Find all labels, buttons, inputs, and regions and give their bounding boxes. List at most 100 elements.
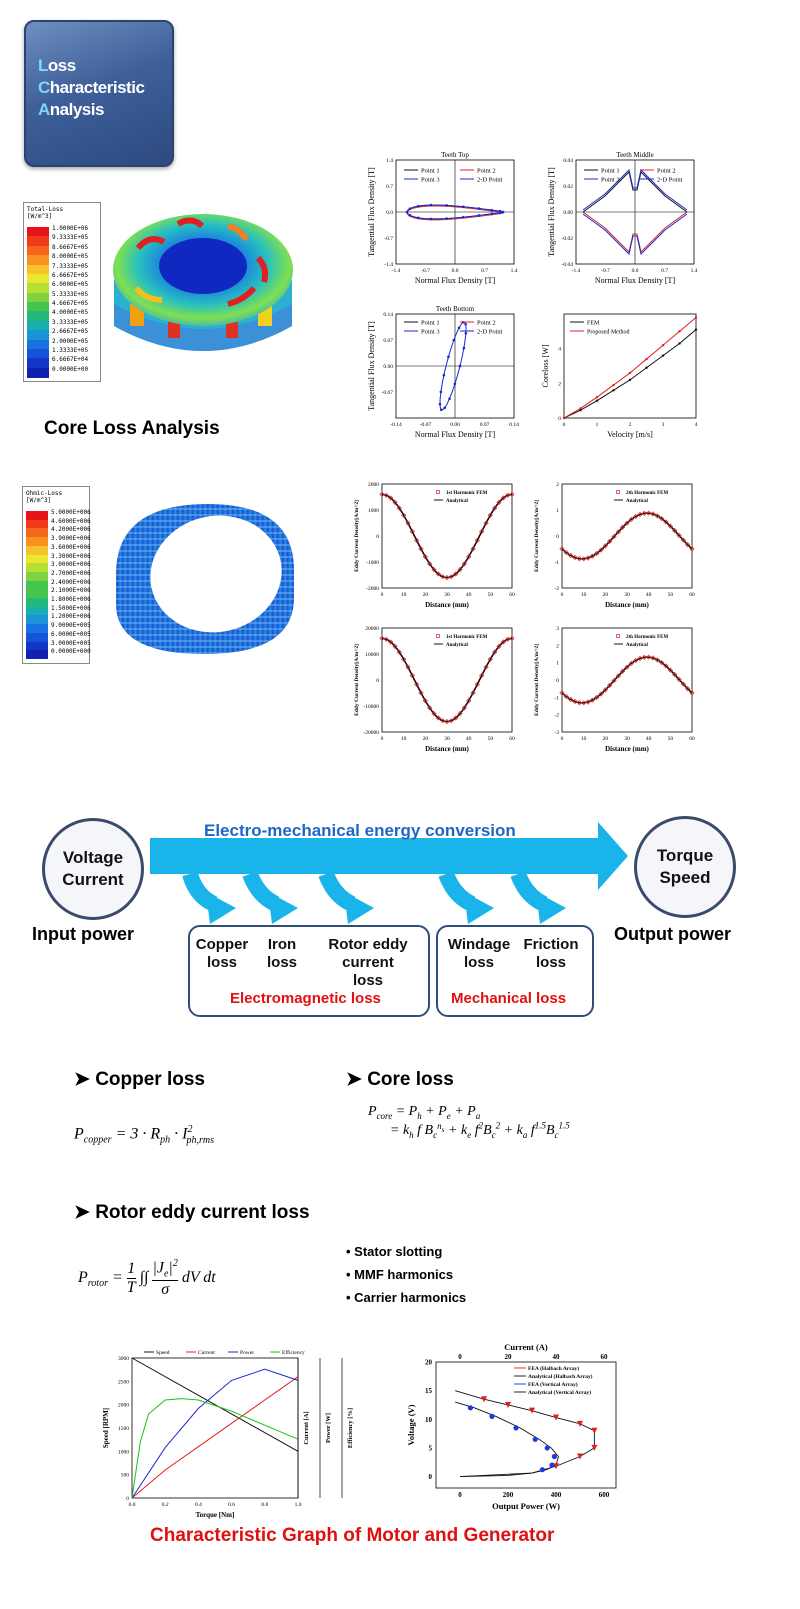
fem-marker [470, 546, 476, 552]
legend-entry: Analytical [626, 499, 649, 504]
y-tick-label: 0.7 [386, 184, 393, 190]
point-2d-marker [490, 208, 494, 212]
fem-marker [418, 546, 424, 552]
fem-marker [559, 690, 565, 696]
legend-entry: Point 3 [601, 177, 620, 184]
plot-frame [561, 483, 693, 589]
legend-value: 2.6667E+05 [52, 328, 89, 336]
point-2d-marker [438, 402, 442, 406]
plot-title: Teeth Top [441, 151, 469, 159]
x-tick-label: 0.6 [228, 1502, 235, 1508]
y-tick-label: 0.00 [563, 210, 573, 216]
legend-entry: Analytical (Halbach Array) [528, 1373, 593, 1380]
series-line [131, 1357, 299, 1452]
x-axis-label: Torque [Nm] [196, 1511, 235, 1519]
bullet-item: • Carrier harmonics [346, 1290, 467, 1305]
stator-core-loss-image [113, 214, 293, 351]
point-2d-marker [445, 217, 448, 220]
point-2d-marker [464, 322, 467, 326]
output-circle: Torque Speed [634, 816, 736, 918]
y-tick-label: 0 [376, 678, 379, 684]
y-tick-label: 15 [425, 1387, 433, 1395]
y-tick-label: -3 [554, 730, 559, 736]
fem-marker [615, 529, 621, 535]
legend-swatch [26, 641, 48, 651]
fea-vertical-marker [532, 1436, 538, 1442]
speed-label: Speed [659, 868, 711, 887]
series-marker [661, 354, 665, 357]
fem-marker [405, 520, 411, 526]
y-tick-label: 1 [556, 508, 559, 514]
legend-swatch [27, 264, 49, 275]
point-2d-marker [405, 210, 409, 214]
series-marker [678, 330, 681, 333]
fem-marker [431, 711, 437, 717]
y-tick-label: 0 [429, 1473, 433, 1481]
fem-marker [427, 561, 433, 567]
x-tick-label: 10 [581, 592, 587, 598]
fem-marker [383, 636, 389, 642]
y-tick-label: 0.00 [383, 364, 393, 370]
y-tick-label: 0 [558, 416, 561, 422]
fem-marker [654, 657, 660, 663]
core-loss-analysis-title: Core Loss Analysis [44, 418, 220, 439]
x-tick-label: 1.0 [295, 1502, 302, 1508]
fem-marker [581, 700, 587, 706]
x-tick-label: 0.2 [162, 1502, 169, 1508]
point3-curve [439, 321, 467, 411]
legend-marker [616, 490, 620, 494]
x-tick-label: 30 [624, 592, 630, 598]
copper-loss-formula: Pcopper = 3 · Rph · I2ph,rms [74, 1124, 214, 1146]
y-tick-label: 1500 [118, 1426, 129, 1432]
legend-value: 0.0000E+00 [52, 365, 89, 373]
x-tick-label: 40 [466, 736, 472, 742]
legend-entry: Power [240, 1350, 254, 1356]
fem-marker [559, 546, 565, 552]
legend-marker [616, 634, 620, 638]
x-tick-label: 0.07 [480, 422, 490, 428]
fem-marker [496, 499, 502, 505]
fem-marker [479, 529, 485, 535]
legend-value: 2.4000E+006 [51, 578, 91, 586]
y-tick-label: 2000 [368, 482, 379, 488]
x-tick-label: 20 [423, 592, 429, 598]
y-tick-label: 2000 [118, 1403, 129, 1409]
x-tick-label: 50 [668, 736, 674, 742]
legend-swatch [26, 511, 48, 521]
fem-marker [409, 673, 415, 679]
x-axis-label: Normal Flux Density [T] [595, 276, 676, 285]
legend-swatch [27, 348, 49, 359]
y-axis-label: Tangential Flux Density [T] [367, 167, 376, 257]
y-tick-label: 5 [429, 1444, 433, 1452]
fem-marker [496, 643, 502, 649]
fem-marker [628, 660, 634, 667]
x-tick-label: 600 [599, 1491, 610, 1499]
fem-marker [422, 554, 428, 560]
fem-marker [633, 513, 639, 520]
fem-marker [470, 690, 476, 696]
legend-value: 6.0000E+005 [51, 630, 91, 638]
legend-value: 3.6000E+006 [51, 543, 91, 551]
series-marker [628, 378, 632, 382]
legend-swatch [27, 339, 49, 350]
legend-entry: Proposed Method [587, 330, 630, 336]
series-marker [612, 389, 615, 392]
plot-frame [381, 627, 513, 733]
legend-title: Ohmic-Loss [W/m^3] [26, 490, 63, 504]
plot-frame [435, 1361, 617, 1489]
fem-marker [667, 523, 673, 529]
analytical-curve [561, 512, 693, 560]
fem-marker [466, 698, 472, 704]
generator-characteristic-plot: 0 200 400 600 20 15 10 5 0 0 20 40 60 Output Power (W… [406, 1342, 617, 1511]
legend-title: Total-Loss [W/m^3] [27, 206, 64, 220]
bullet-item: • MMF harmonics [346, 1267, 454, 1282]
x2-tick-label: 0 [458, 1353, 462, 1361]
x-axis-label: Normal Flux Density [T] [415, 276, 496, 285]
motor-characteristic-plot: 0.0 0.2 0.4 0.6 0.8 1.0 3000 2500 2000 1500 1000 50… [102, 1349, 354, 1519]
legend-value: 4.2000E+006 [51, 526, 91, 534]
legend-swatch [26, 537, 48, 547]
series-marker [562, 416, 566, 420]
legend-swatch [27, 245, 49, 256]
y-axis-label: Tangential Flux Density [T] [367, 321, 376, 411]
